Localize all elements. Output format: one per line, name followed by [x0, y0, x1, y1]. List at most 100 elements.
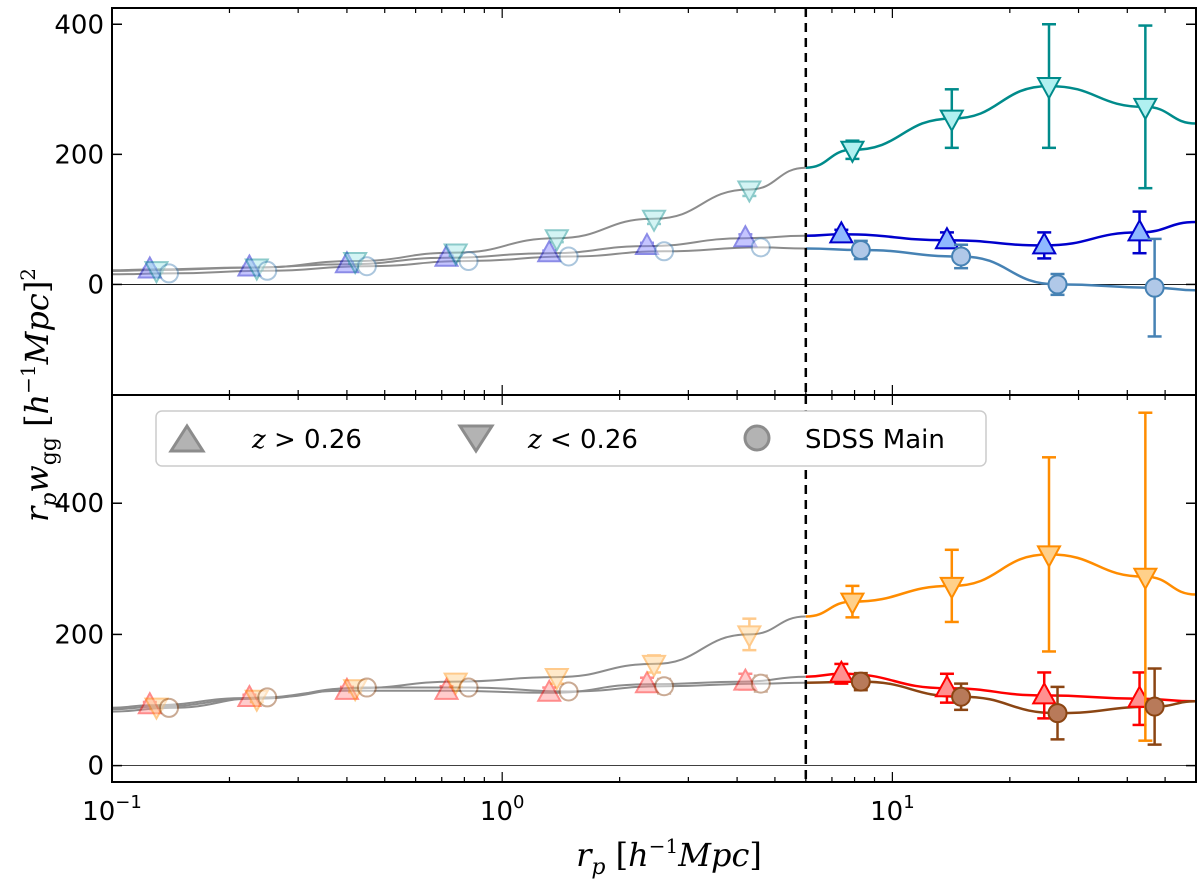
triangle-down-marker: [342, 252, 368, 276]
point-triangle-down-11: [1132, 411, 1159, 742]
triangle-up-marker: [137, 255, 163, 279]
point-triangle-down-9: [939, 88, 965, 150]
circle-marker: [951, 246, 972, 267]
y-tick-label: 0: [87, 752, 104, 782]
point-circle-2: [257, 260, 278, 281]
point-triangle-down-1: [143, 697, 170, 721]
point-triangle-up-4: [433, 676, 460, 700]
triangle-down-marker: [1132, 97, 1159, 121]
legend-entry-z-high: z > 0.26: [168, 423, 362, 455]
triangle-up-marker: [1031, 231, 1057, 255]
circle-marker: [558, 246, 579, 267]
model-curve-inner-3: [111, 246, 806, 276]
legend-label-sdss: SDSS Main: [805, 425, 945, 455]
triangle-down-marker: [1036, 545, 1062, 569]
point-circle-8: [850, 671, 871, 692]
axis-labels: rp [h−1Mpc] rpwgg [h−1Mpc]2: [16, 268, 762, 880]
triangle-down-marker: [1036, 77, 1062, 101]
point-triangle-down-1: [143, 261, 170, 285]
y-tick-label: 200: [54, 140, 104, 170]
panel-frame-1: [111, 7, 1197, 396]
triangle-down-marker: [143, 697, 170, 721]
point-triangle-up-1: [137, 691, 163, 715]
legend-label-z-high: z > 0.26: [251, 425, 362, 455]
legend-entry-sdss: SDSS Main: [743, 424, 945, 455]
point-triangle-up-10: [1031, 671, 1057, 720]
circle-marker: [951, 686, 972, 707]
axes-layer: 0 200 400 0 200 400 10−1 100 101: [54, 7, 1197, 827]
point-triangle-down-8: [839, 584, 866, 619]
circle-marker: [558, 681, 579, 702]
point-triangle-up-9: [934, 226, 960, 250]
triangle-up-marker: [137, 691, 163, 715]
x-tick-label: 101: [870, 792, 915, 827]
triangle-down-marker: [342, 679, 368, 703]
point-triangle-down-3: [342, 679, 368, 703]
triangle-up-marker: [236, 253, 263, 277]
triangle-down-marker: [544, 229, 570, 253]
triangle-down-marker: [641, 209, 667, 233]
circle-marker: [654, 676, 675, 697]
point-triangle-up-4: [433, 243, 460, 267]
panel-frame-2: [111, 394, 1197, 783]
point-circle-5: [558, 246, 579, 267]
triangle-up-marker: [828, 659, 855, 683]
y-tick-label: 200: [54, 620, 104, 650]
point-triangle-up-5: [536, 678, 562, 702]
circle-marker: [356, 256, 377, 277]
y-tick-label: 400: [54, 10, 104, 40]
triangle-down-marker: [544, 668, 570, 692]
legend-marker-circle: [743, 424, 771, 452]
point-triangle-down-2: [244, 258, 270, 282]
triangle-up-marker: [1126, 218, 1153, 242]
y-tick-label: 0: [87, 270, 104, 300]
point-triangle-down-5: [544, 229, 570, 253]
circle-marker: [159, 697, 180, 718]
x-tick-label: 100: [480, 792, 525, 827]
point-triangle-up-8: [828, 220, 855, 244]
point-triangle-up-3: [334, 250, 360, 274]
point-triangle-up-7: [732, 667, 759, 691]
point-triangle-up-8: [828, 659, 855, 685]
point-triangle-down-6: [641, 654, 667, 679]
circle-marker: [1047, 274, 1068, 295]
triangle-up-marker: [934, 674, 960, 698]
legend: z > 0.26 z < 0.26 SDSS Main: [155, 410, 987, 467]
circle-marker: [458, 677, 479, 698]
model-curve-outer-2: [805, 553, 1197, 618]
point-circle-4: [458, 251, 479, 272]
point-triangle-down-7: [736, 617, 763, 652]
y-axis-label: rpwgg [h−1Mpc]2: [16, 268, 62, 522]
triangle-up-marker: [536, 239, 562, 263]
triangle-up-marker: [732, 667, 759, 691]
point-triangle-down-10: [1036, 23, 1062, 150]
triangle-up-marker: [828, 220, 855, 244]
point-triangle-down-6: [641, 209, 667, 233]
triangle-up-marker: [334, 676, 360, 700]
circle-marker: [1144, 696, 1165, 717]
point-triangle-up-6: [634, 231, 660, 256]
triangle-down-marker: [244, 689, 270, 713]
point-triangle-down-11: [1132, 24, 1159, 190]
legend-marker-triangle-down: [457, 424, 495, 454]
point-triangle-up-2: [236, 683, 263, 708]
point-circle-10: [1047, 272, 1068, 297]
circle-marker: [850, 239, 871, 260]
triangle-up-marker: [732, 224, 759, 248]
point-circle-7: [750, 673, 771, 694]
model-curve-inner-2: [111, 166, 806, 272]
y-tick-label: 400: [54, 489, 104, 519]
legend-entry-z-low: z < 0.26: [457, 424, 638, 455]
point-circle-8: [850, 239, 871, 261]
top-panel: [111, 23, 1197, 338]
triangle-down-marker: [1132, 567, 1159, 591]
point-circle-11: [1144, 237, 1165, 338]
triangle-up-marker: [634, 670, 660, 694]
point-triangle-up-3: [334, 676, 360, 700]
bottom-panel: [111, 411, 1197, 767]
point-circle-9: [951, 243, 972, 270]
triangle-up-marker: [536, 678, 562, 702]
legend-frame: [155, 410, 987, 467]
circle-marker: [750, 237, 771, 258]
